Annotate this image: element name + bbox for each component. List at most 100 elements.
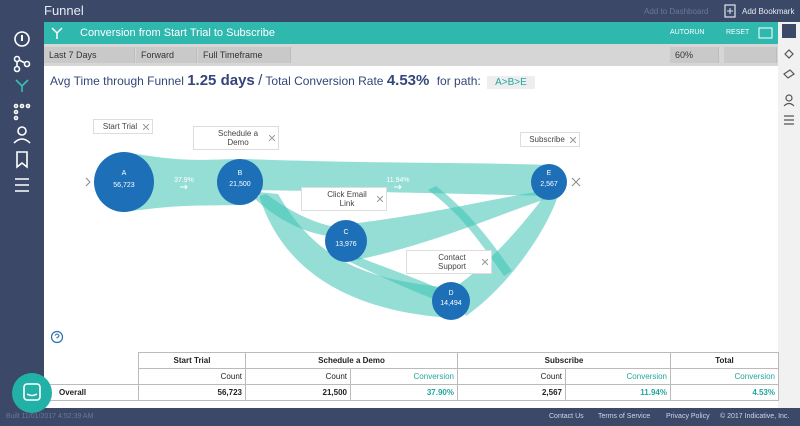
panel-body: Avg Time through Funnel 1.25 days / Tota… xyxy=(44,66,779,408)
node-tag: Click Email Link xyxy=(301,187,387,211)
sidebar-icons xyxy=(13,6,31,192)
close-icon[interactable] xyxy=(570,136,576,143)
flow-c-e xyxy=(350,190,549,260)
node-letter: D xyxy=(448,290,453,297)
help-icon[interactable] xyxy=(50,330,64,344)
direction-button[interactable]: Forward xyxy=(136,47,197,63)
node-e[interactable] xyxy=(531,164,567,200)
cell: 11.94% xyxy=(565,384,671,401)
column-row: Count Count Conversion Count Conversion … xyxy=(45,368,779,385)
group-header: Subscribe xyxy=(457,352,671,369)
node-a[interactable] xyxy=(94,152,154,212)
node-count: 2,567 xyxy=(540,181,558,188)
node-count: 21,500 xyxy=(229,181,251,188)
column-header: Count xyxy=(138,368,246,385)
flow-a-b xyxy=(124,152,240,212)
copyright: © 2017 Indicative, Inc. xyxy=(720,413,790,420)
node-label: Contact Support xyxy=(437,253,467,271)
flow-d-e xyxy=(454,194,558,316)
node-tag: Contact Support xyxy=(406,250,492,274)
separator: / xyxy=(258,72,263,89)
data-row: Overall 56,723 21,500 37.90% 2,567 11.94… xyxy=(44,384,779,401)
node-label: Click Email Link xyxy=(327,190,367,208)
flow-c-d xyxy=(350,256,446,302)
cell: 37.90% xyxy=(350,384,458,401)
edge-arrows xyxy=(180,184,402,190)
add-to-dashboard[interactable]: Add to Dashboard xyxy=(644,7,709,16)
node-label: Start Trial xyxy=(102,122,138,131)
empty-cell xyxy=(45,369,139,385)
flow-b-c xyxy=(254,194,344,238)
footer-link[interactable]: Terms of Service xyxy=(598,413,651,420)
export-icon xyxy=(758,27,773,39)
close-icon[interactable] xyxy=(143,123,149,130)
toolbar: Last 7 Days Forward Full Timeframe 60% xyxy=(44,44,778,66)
chat-icon xyxy=(23,383,41,401)
flag-button[interactable] xyxy=(724,47,751,63)
node-count: 56,723 xyxy=(113,182,135,189)
node-tag: Schedule a Demo xyxy=(193,126,279,150)
column-header: Count xyxy=(245,368,351,385)
right-bar-icons xyxy=(782,24,796,125)
flows xyxy=(124,152,558,318)
column-header: Conversion xyxy=(670,368,779,385)
group-header: Total xyxy=(670,352,779,369)
close-icon[interactable] xyxy=(377,196,383,202)
reset-button[interactable]: RESET xyxy=(726,29,750,36)
top-bar: Funnel Add to Dashboard Add Bookmark xyxy=(0,0,800,22)
zoom: 60% xyxy=(675,50,694,60)
empty-cell xyxy=(45,353,139,369)
date-range-button[interactable]: Last 7 Days xyxy=(44,47,135,63)
autorun-button[interactable]: AUTORUN xyxy=(670,29,705,36)
add-bookmark[interactable]: Add Bookmark xyxy=(742,7,795,16)
results-table: Start Trial Schedule a Demo Subscribe To… xyxy=(44,352,779,401)
right-bar xyxy=(778,22,800,408)
node-count: 14,494 xyxy=(440,300,462,307)
node-letter: E xyxy=(547,170,552,177)
node-c[interactable] xyxy=(325,220,367,262)
date-range: Last 7 Days xyxy=(49,50,97,60)
node-tag: Subscribe xyxy=(520,132,580,147)
zoom-button[interactable]: 60% xyxy=(670,47,719,63)
group-header: Schedule a Demo xyxy=(245,352,458,369)
footer-link[interactable]: Privacy Policy xyxy=(666,413,710,420)
node-label: Schedule a Demo xyxy=(217,129,259,147)
node-d[interactable] xyxy=(432,282,470,320)
edge-label: 11.94% xyxy=(386,177,409,184)
endpoints xyxy=(85,177,581,187)
path-selector[interactable]: A>B>E xyxy=(487,76,535,89)
column-header: Count xyxy=(457,368,566,385)
flow-b-d xyxy=(258,192,451,318)
bookmark-icon xyxy=(724,4,736,18)
download-button[interactable] xyxy=(750,47,777,63)
column-header: Conversion xyxy=(350,368,458,385)
direction: Forward xyxy=(141,50,175,60)
timeframe-button[interactable]: Full Timeframe xyxy=(198,47,291,63)
group-row: Start Trial Schedule a Demo Subscribe To… xyxy=(45,352,779,369)
funnel-diagram: A 56,723 B 21,500 C 13,976 D 14,494 E 2,… xyxy=(85,152,581,320)
timeframe: Full Timeframe xyxy=(203,50,263,60)
cell: 4.53% xyxy=(670,384,779,401)
node-texts: A 56,723 B 21,500 C 13,976 D 14,494 E 2,… xyxy=(113,170,558,307)
row-label: Overall xyxy=(44,384,139,401)
group-header: Start Trial xyxy=(138,352,246,369)
close-icon[interactable] xyxy=(269,135,275,141)
node-tag: Start Trial xyxy=(93,119,153,134)
avg-time-label: Avg Time through Funnel xyxy=(50,74,184,88)
nodes xyxy=(94,152,567,320)
node-letter: A xyxy=(122,170,127,177)
edge-label: 37.9% xyxy=(174,177,194,184)
node-letter: C xyxy=(343,229,348,236)
node-b[interactable] xyxy=(217,159,263,205)
avg-time: 1.25 days xyxy=(187,72,255,89)
cell: 2,567 xyxy=(457,384,566,401)
app-title: Funnel xyxy=(44,3,84,18)
close-icon[interactable] xyxy=(482,259,488,265)
summary-line: Avg Time through Funnel 1.25 days / Tota… xyxy=(50,72,535,89)
footer-link[interactable]: Contact Us xyxy=(549,413,584,420)
chat-button[interactable] xyxy=(12,373,52,413)
node-letter: B xyxy=(238,170,243,177)
conversion-rate: 4.53% xyxy=(386,72,430,89)
panel-title: Conversion from Start Trial to Subscribe xyxy=(80,27,276,39)
